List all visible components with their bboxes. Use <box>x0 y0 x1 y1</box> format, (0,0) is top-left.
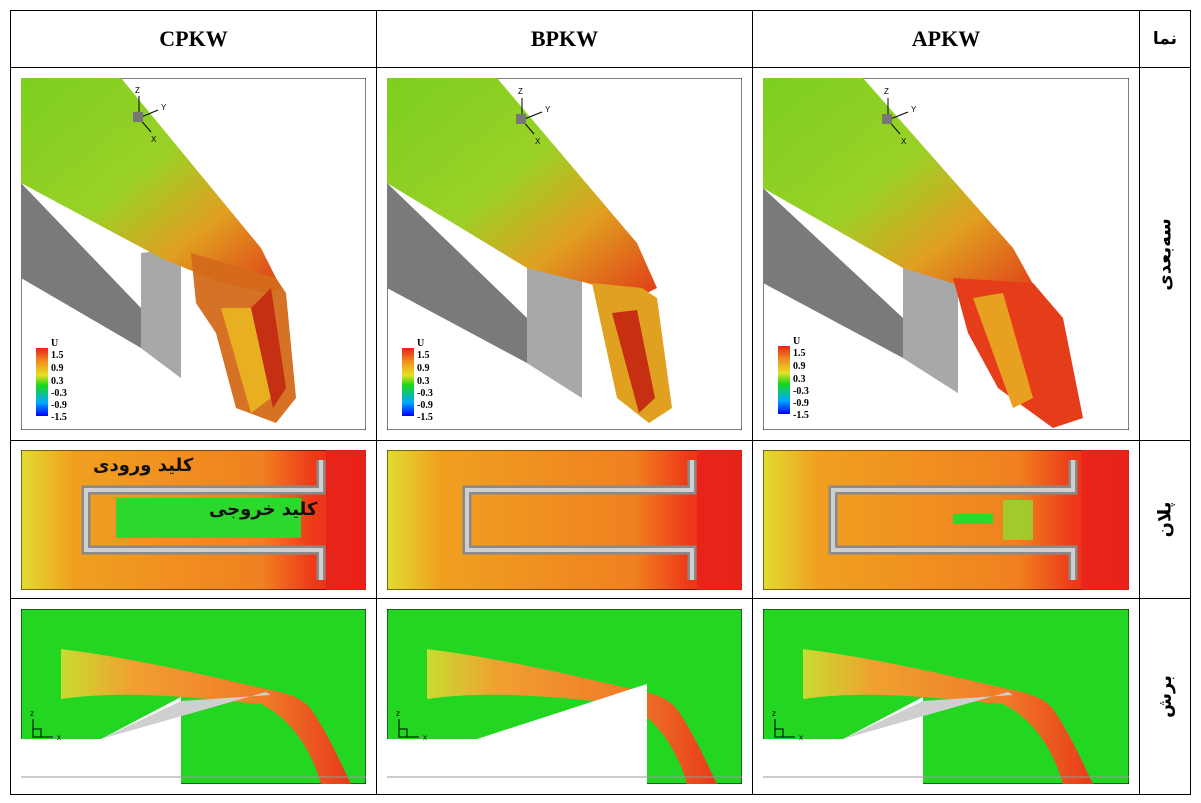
svg-text:1.5: 1.5 <box>417 350 430 361</box>
header-view: نما <box>1139 10 1191 68</box>
svg-text:Y: Y <box>545 105 551 114</box>
svg-text:Y: Y <box>161 103 167 112</box>
row-label-section-text: برش <box>1154 675 1176 718</box>
bpkw-3d-image: U 1.5 0.9 0.3 -0.3 -0.9 -1.5 Z Y X <box>387 78 742 430</box>
cpkw-3d-image: U 1.5 0.9 0.3 -0.3 -0.9 -1.5 Z Y X <box>21 78 366 430</box>
cpkw-plan-image <box>21 450 366 590</box>
cpkw-legend-tick-2: 0.3 <box>51 376 64 387</box>
row-label-3d-text: سه‌بعدی <box>1154 217 1176 291</box>
bpkw-axis-triad: Z Y X <box>516 87 551 146</box>
apkw-section-image: z x <box>763 609 1129 784</box>
cpkw-legend-tick-1: 0.9 <box>51 363 64 374</box>
svg-text:X: X <box>151 135 157 144</box>
row-label-plan-text: پلان <box>1154 501 1176 538</box>
svg-text:0.3: 0.3 <box>417 376 430 387</box>
apkw-section-cell: z x <box>752 598 1140 795</box>
apkw-3d-cell: U 1.5 0.9 0.3 -0.3 -0.9 -1.5 Z Y X <box>752 67 1140 441</box>
cpkw-legend-tick-0: 1.5 <box>51 350 64 361</box>
svg-text:1.5: 1.5 <box>793 348 806 359</box>
bpkw-legend-bar <box>402 348 414 416</box>
row-label-plan: پلان <box>1139 440 1191 599</box>
svg-text:Z: Z <box>518 87 523 96</box>
svg-text:0.9: 0.9 <box>417 363 430 374</box>
svg-text:0.9: 0.9 <box>793 361 806 372</box>
svg-text:0.3: 0.3 <box>793 374 806 385</box>
svg-text:z: z <box>30 709 34 718</box>
svg-text:x: x <box>799 733 803 742</box>
bpkw-section-image: z x <box>387 609 742 784</box>
apkw-axis-triad: Z Y X <box>882 87 917 146</box>
cpkw-3d-cell: U 1.5 0.9 0.3 -0.3 -0.9 -1.5 Z Y X <box>10 67 377 441</box>
bpkw-3d-cell: U 1.5 0.9 0.3 -0.3 -0.9 -1.5 Z Y X <box>376 67 753 441</box>
cpkw-legend-bar <box>36 348 48 416</box>
apkw-plan-cell <box>752 440 1140 599</box>
svg-text:-0.9: -0.9 <box>793 398 809 409</box>
header-cpkw: CPKW <box>10 10 377 68</box>
svg-text:Y: Y <box>911 105 917 114</box>
apkw-legend-bar <box>778 346 790 414</box>
bpkw-legend-var: U <box>417 338 424 349</box>
apkw-plan-image <box>763 450 1129 590</box>
svg-text:Z: Z <box>884 87 889 96</box>
svg-text:X: X <box>535 137 541 146</box>
bpkw-section-axis: z x <box>396 709 427 742</box>
svg-text:x: x <box>57 733 61 742</box>
svg-text:-1.5: -1.5 <box>793 410 809 421</box>
header-apkw: APKW <box>752 10 1140 68</box>
svg-text:-1.5: -1.5 <box>417 412 433 423</box>
inlet-key-label: کلید ورودی <box>93 455 194 476</box>
cpkw-axis-triad: Z Y X <box>133 86 167 144</box>
apkw-legend-var: U <box>793 336 800 347</box>
svg-text:Z: Z <box>135 86 140 95</box>
cpkw-legend-tick-4: -0.9 <box>51 400 67 411</box>
cpkw-plan-cell: کلید ورودی کلید خروجی <box>10 440 377 599</box>
svg-text:X: X <box>901 137 907 146</box>
cpkw-legend-var: U <box>51 338 58 349</box>
svg-text:x: x <box>423 733 427 742</box>
svg-text:z: z <box>396 709 400 718</box>
cpkw-section-cell: z x <box>10 598 377 795</box>
bpkw-plan-image <box>387 450 742 590</box>
bpkw-plan-cell <box>376 440 753 599</box>
bpkw-section-cell: z x <box>376 598 753 795</box>
cpkw-legend-tick-5: -1.5 <box>51 412 67 423</box>
svg-text:-0.3: -0.3 <box>793 386 809 397</box>
row-label-3d: سه‌بعدی <box>1139 67 1191 441</box>
header-bpkw: BPKW <box>376 10 753 68</box>
svg-text:z: z <box>772 709 776 718</box>
svg-text:-0.9: -0.9 <box>417 400 433 411</box>
outlet-key-label: کلید خروجی <box>209 499 318 520</box>
svg-text:-0.3: -0.3 <box>417 388 433 399</box>
apkw-section-axis: z x <box>772 709 803 742</box>
cpkw-legend-tick-3: -0.3 <box>51 388 67 399</box>
cpkw-section-image: z x <box>21 609 366 784</box>
apkw-3d-image: U 1.5 0.9 0.3 -0.3 -0.9 -1.5 Z Y X <box>763 78 1129 430</box>
cpkw-section-axis: z x <box>30 709 61 742</box>
row-label-section: برش <box>1139 598 1191 795</box>
